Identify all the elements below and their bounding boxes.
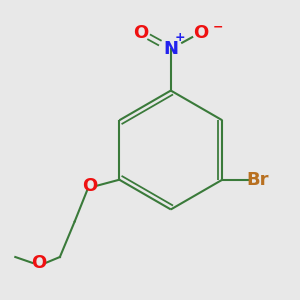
Text: O: O [134, 24, 149, 42]
Text: O: O [82, 177, 97, 195]
Text: −: − [213, 20, 224, 33]
Text: O: O [32, 254, 47, 272]
Text: Br: Br [247, 171, 269, 189]
Text: O: O [193, 24, 208, 42]
Text: +: + [174, 31, 185, 44]
Text: N: N [163, 40, 178, 58]
